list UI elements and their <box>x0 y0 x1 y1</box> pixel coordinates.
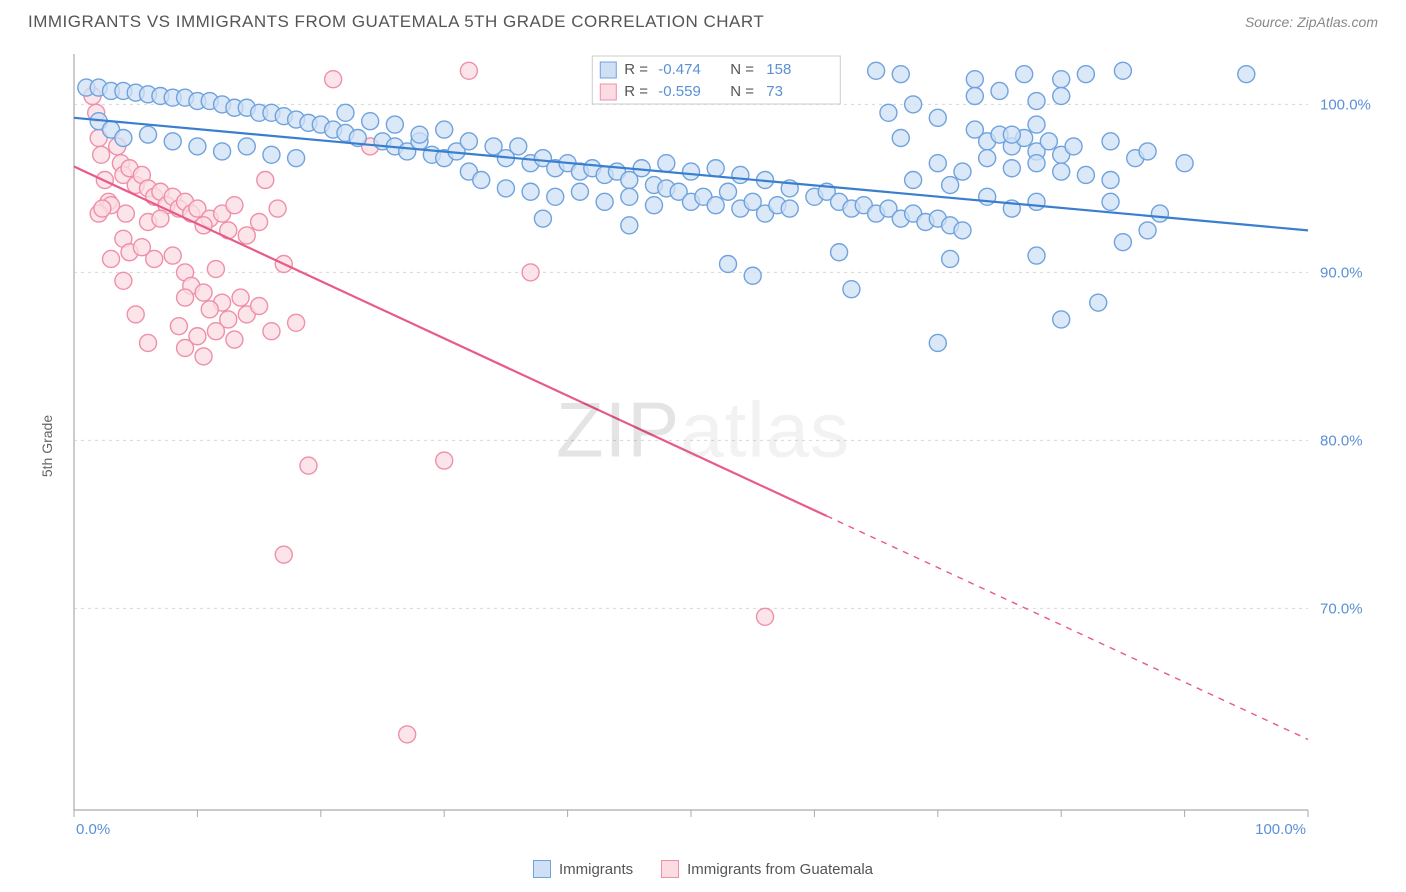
y-axis-label: 5th Grade <box>39 415 55 477</box>
legend-item-guatemala: Immigrants from Guatemala <box>661 860 873 878</box>
svg-text:70.0%: 70.0% <box>1320 600 1363 617</box>
svg-text:80.0%: 80.0% <box>1320 432 1363 449</box>
svg-text:R =: R = <box>624 61 648 78</box>
svg-text:100.0%: 100.0% <box>1320 96 1371 113</box>
source-label: Source: <box>1245 14 1293 30</box>
bottom-legend: Immigrants Immigrants from Guatemala <box>0 860 1406 878</box>
svg-text:90.0%: 90.0% <box>1320 264 1363 281</box>
scatter-plot: 70.0% 80.0% 90.0% 100.0% 0.0% 100.0% R = -0.474… <box>68 50 1378 842</box>
legend-swatch-guatemala <box>661 860 679 878</box>
svg-text:73: 73 <box>766 83 783 100</box>
legend-swatch-immigrants <box>533 860 551 878</box>
svg-text:-0.559: -0.559 <box>658 83 701 100</box>
svg-text:-0.474: -0.474 <box>658 61 701 78</box>
svg-text:N =: N = <box>730 61 754 78</box>
svg-text:100.0%: 100.0% <box>1255 821 1306 838</box>
legend-item-immigrants: Immigrants <box>533 860 633 878</box>
svg-text:R =: R = <box>624 83 648 100</box>
svg-text:158: 158 <box>766 61 791 78</box>
legend-label-guatemala: Immigrants from Guatemala <box>687 861 873 878</box>
chart-header: IMMIGRANTS VS IMMIGRANTS FROM GUATEMALA … <box>0 0 1406 40</box>
source-attribution: Source: ZipAtlas.com <box>1245 14 1378 30</box>
svg-text:N =: N = <box>730 83 754 100</box>
source-value: ZipAtlas.com <box>1297 14 1378 30</box>
svg-text:0.0%: 0.0% <box>76 821 110 838</box>
chart-area: 5th Grade 70.0% 80.0% 90.0% 100.0% 0.0% 100.0… <box>28 50 1378 842</box>
legend-label-immigrants: Immigrants <box>559 861 633 878</box>
chart-title: IMMIGRANTS VS IMMIGRANTS FROM GUATEMALA … <box>28 12 764 32</box>
